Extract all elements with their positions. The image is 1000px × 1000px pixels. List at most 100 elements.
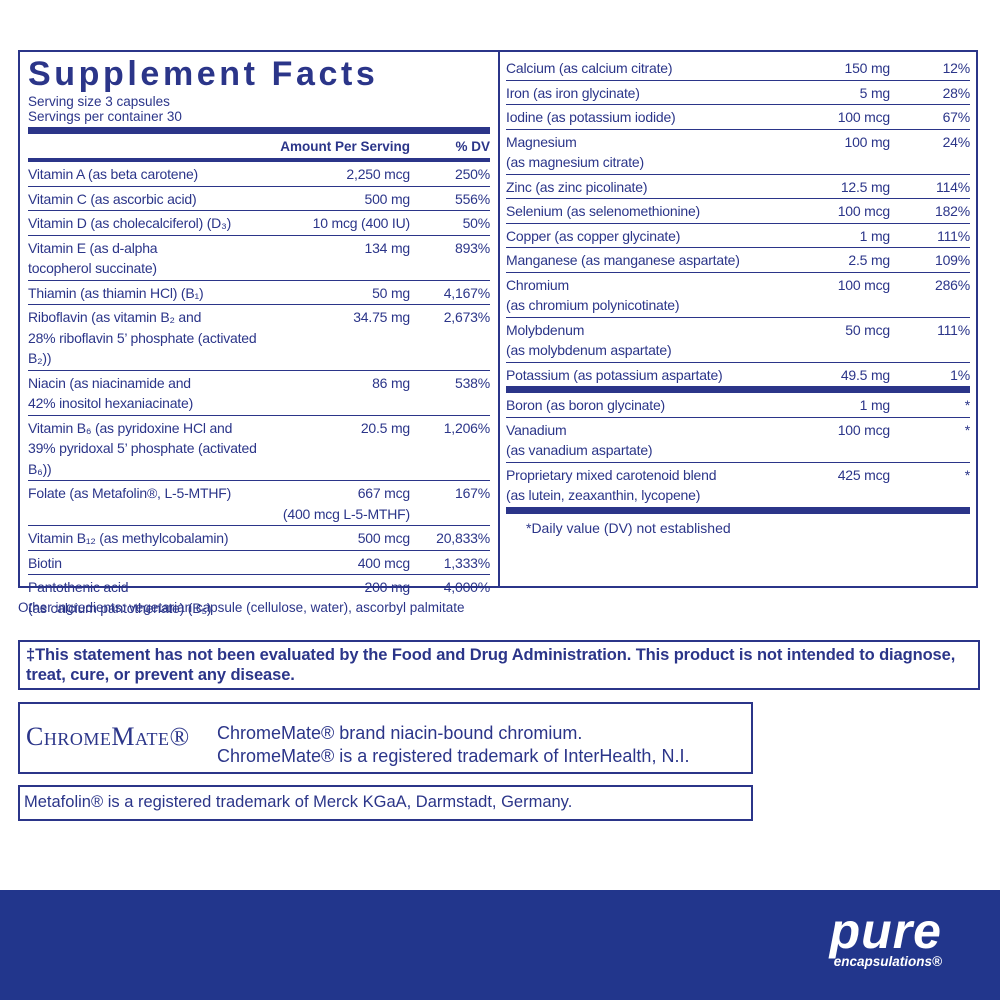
daily-value: * (964, 421, 970, 438)
name-line: Boron (as boron glycinate) (506, 397, 665, 413)
nutrient-name: Copper (as copper glycinate) (506, 226, 760, 247)
name-line: 42% inositol hexaniacinate) (28, 395, 194, 411)
amount-line: 5 mg (859, 84, 891, 101)
name-line: Molybdenum (506, 321, 585, 338)
name-line: (as chromium polynicotinate) (506, 297, 680, 313)
nutrient-row: Boron (as boron glycinate) 1 mg * (506, 393, 970, 418)
serving-size: Serving size 3 capsules (28, 94, 170, 109)
nutrient-name: Niacin (as niacinamide and 42% inositol h… (28, 373, 260, 414)
name-line: Calcium (as calcium citrate) (506, 60, 673, 76)
amount: 34.75 mg (260, 307, 410, 369)
left-panel: Supplement Facts Serving size 3 capsules… (28, 54, 490, 619)
name-line: Chromium (506, 276, 569, 293)
nutrient-row: Magnesium (as magnesium citrate) 100 mg 24% (506, 130, 970, 175)
nutrient-row: Iodine (as potassium iodide) 100 mcg 67% (506, 105, 970, 130)
name-line: (as molybdenum aspartate) (506, 342, 672, 358)
nutrient-name: Thiamin (as thiamin HCl) (B₁) (28, 283, 260, 304)
amount: 400 mcg (260, 553, 410, 574)
nutrient-row: Thiamin (as thiamin HCl) (B₁) 50 mg 4,167% (28, 281, 490, 305)
nutrient-name: Biotin (28, 553, 260, 574)
name-line: Copper (as copper glycinate) (506, 227, 681, 244)
amount: 150 mg (760, 58, 891, 79)
left-rows: Vitamin A (as beta carotene) 2,250 mcg 250… (28, 162, 490, 619)
nutrient-name: Magnesium (as magnesium citrate) (506, 132, 760, 173)
name-line: Potassium (as potassium aspartate) (506, 366, 723, 383)
amount: 500 mcg (260, 528, 410, 549)
name-line: Biotin (28, 554, 62, 571)
daily-value: 893% (454, 239, 490, 256)
nutrient-name: Boron (as boron glycinate) (506, 395, 760, 416)
amount: 2,250 mcg (260, 164, 410, 185)
nutrient-row: Pantothenic acid (as calcium pantothenate… (28, 575, 490, 619)
name-line: 39% pyridoxal 5’ phosphate (activated B₆… (28, 440, 257, 477)
right-rows: Calcium (as calcium citrate) 150 mg 12% Iro… (506, 56, 970, 386)
nutrient-name: Vitamin B₁₂ (as methylcobalamin) (28, 528, 260, 549)
amount-line: 86 mg (372, 374, 410, 391)
amount-line: 100 mcg (837, 203, 890, 219)
amount: 100 mcg (760, 275, 890, 316)
chromemate-logo: ChromeMate® (26, 722, 190, 751)
name-line: Manganese (as manganese aspartate) (506, 252, 740, 268)
daily-value: 250% (454, 166, 490, 182)
bar (506, 386, 970, 393)
nutrient-name: Vitamin A (as beta carotene) (28, 164, 260, 185)
amount: 49.5 mg (760, 365, 890, 386)
name-line: Vitamin A (as beta carotene) (28, 166, 199, 182)
chromemate-text: ChromeMate® brand niacin-bound chromium.… (217, 722, 689, 768)
name-line: Vitamin D (as cholecalciferol) (D₃) (28, 215, 232, 231)
nutrient-row: Vitamin E (as d-alpha tocopherol succinat… (28, 236, 490, 281)
daily-value: 111% (937, 227, 970, 244)
nutrient-row: Molybdenum (as molybdenum aspartate) 50 mc… (506, 318, 970, 363)
divider (498, 50, 500, 588)
nutrient-name: Vitamin C (as ascorbic acid) (28, 189, 260, 210)
amount-line: 2.5 mg (848, 252, 890, 268)
name-line: Folate (as Metafolin®, L-5-MTHF) (28, 485, 232, 501)
name-line: Magnesium (506, 133, 577, 150)
chromemate-box: ChromeMate® ChromeMate® brand niacin-bou… (18, 702, 753, 774)
name-line: Vitamin E (as d-alpha (28, 239, 158, 256)
footnote: *Daily value (DV) not established (526, 519, 731, 536)
amount: 667 mcg (400 mcg L-5-MTHF) (260, 483, 410, 524)
nutrient-row: Selenium (as selenomethionine) 100 mcg 182… (506, 199, 970, 224)
name-line: Proprietary mixed carotenoid blend (506, 466, 717, 483)
name-line: Iron (as iron glycinate) (506, 84, 640, 101)
other-ingredients: Other ingredients: vegetarian capsule (c… (18, 600, 465, 615)
nutrient-row: Proprietary mixed carotenoid blend (as lu… (506, 463, 970, 507)
amount: 50 mcg (760, 320, 890, 361)
name-line: Selenium (as selenomethionine) (506, 203, 700, 219)
amount: 500 mg (260, 189, 411, 210)
name-line: Riboflavin (as vitamin B₂ and (28, 309, 202, 325)
nutrient-name: Folate (as Metafolin®, L-5-MTHF) (28, 483, 260, 524)
nutrient-row: Vitamin B₁₂ (as methylcobalamin) 500 mcg 2… (28, 526, 490, 551)
amount-line: 1 mg (859, 397, 891, 413)
daily-value: 2,673% (443, 309, 490, 325)
brand-sub: encapsulations® (833, 954, 942, 969)
nutrient-name: Vitamin D (as cholecalciferol) (D₃) (28, 213, 260, 234)
amount-line: 200 mg (364, 579, 411, 595)
nutrient-row: Vanadium (as vanadium aspartate) 100 mcg * (506, 418, 970, 463)
nutrient-row: Chromium (as chromium polynicotinate) 100 … (506, 273, 970, 318)
name-line: (as vanadium aspartate) (506, 442, 653, 458)
amount: 100 mcg (760, 420, 890, 461)
right-panel: Calcium (as calcium citrate) 150 mg 12% Iro… (506, 56, 970, 536)
nutrient-name: Calcium (as calcium citrate) (506, 58, 760, 79)
nutrient-row: Riboflavin (as vitamin B₂ and 28% ribofla… (28, 305, 490, 371)
metafolin-note: Metafolin® is a registered trademark of … (18, 785, 753, 821)
amount-line: 2,250 mcg (346, 166, 410, 182)
amount: 12.5 mg (760, 177, 890, 198)
name-line: Vitamin B₁₂ (as methylcobalamin) (28, 530, 229, 546)
amount-line: 50 mg (372, 284, 410, 301)
amount: 200 mg (260, 577, 411, 618)
bar (506, 506, 970, 514)
name-line: Vitamin C (as ascorbic acid) (28, 190, 197, 207)
amount-line: 400 mcg (357, 554, 410, 571)
daily-value: 4,000% (443, 579, 490, 595)
bar (28, 127, 490, 134)
nutrient-name: Zinc (as zinc picolinate) (506, 177, 760, 198)
amount-line: 12.5 mg (840, 178, 890, 195)
nutrient-row: Niacin (as niacinamide and 42% inositol h… (28, 371, 490, 416)
nutrient-row: Folate (as Metafolin®, L-5-MTHF) 667 mcg (… (28, 481, 490, 526)
nutrient-row: Iron (as iron glycinate) 5 mg 28% (506, 81, 970, 105)
amount-line: 49.5 mg (840, 366, 890, 383)
